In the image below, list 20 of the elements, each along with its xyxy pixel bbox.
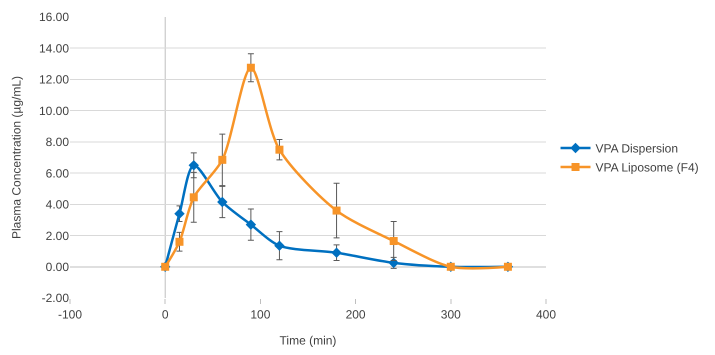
x-tick-label: 200 [346, 307, 366, 322]
y-tick-label: 10.00 [38, 104, 70, 118]
y-tick-label: 14.00 [38, 41, 70, 56]
y-axis-title: Plasma Concentration (µg/mL) [9, 76, 24, 239]
y-tick-label: 2.00 [46, 228, 70, 243]
x-tick-label: 0 [162, 307, 169, 322]
y-tick-label: 12.00 [38, 72, 70, 87]
x-tick-label: 400 [536, 307, 556, 322]
legend-label: VPA Liposome (F4) [596, 160, 699, 175]
y-tick-label: -2.00 [42, 291, 70, 306]
x-tick-label: -100 [58, 307, 82, 322]
x-tick-label: 300 [440, 307, 462, 322]
y-tick-label: 8.00 [46, 135, 70, 150]
x-axis-title: Time (min) [280, 333, 336, 348]
y-tick-label: 16.00 [38, 10, 70, 24]
y-tick-label: 4.00 [46, 198, 70, 212]
legend-label: VPA Dispersion [596, 142, 678, 156]
y-tick-label: 6.00 [46, 166, 70, 180]
x-tick-label: 100 [250, 307, 271, 322]
y-tick-label: 0.00 [46, 260, 70, 274]
